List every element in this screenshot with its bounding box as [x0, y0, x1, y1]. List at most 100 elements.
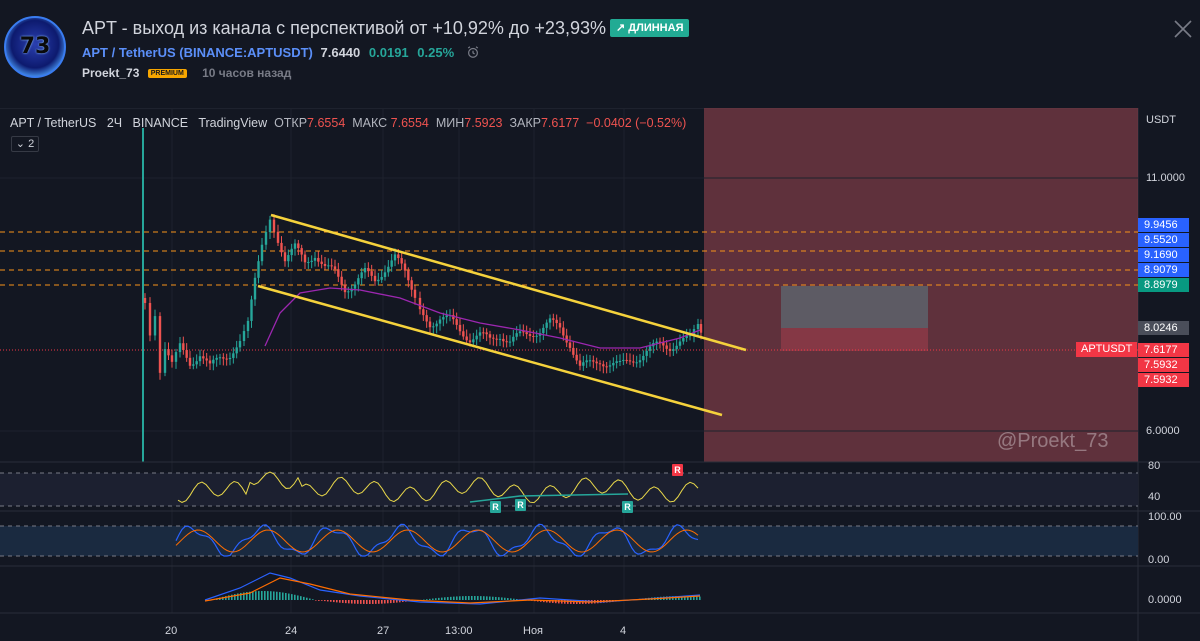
candle-body: [452, 315, 455, 320]
price-label-current: 7.6177: [1138, 343, 1189, 357]
signal-tag-bull[interactable]: R: [622, 501, 633, 513]
author-name[interactable]: Proekt_73: [82, 66, 140, 80]
candle-body: [363, 268, 367, 273]
macd-bar: [360, 600, 362, 604]
macd-bar: [243, 592, 245, 600]
candle-body: [622, 359, 625, 362]
price-label: 8.0246: [1138, 321, 1189, 335]
macd-bar: [450, 596, 452, 600]
candle-body: [575, 354, 578, 361]
macd-bar: [321, 600, 323, 601]
candle-body: [297, 243, 300, 249]
candle-body: [253, 277, 257, 300]
macd-bar: [426, 599, 428, 600]
currency-label[interactable]: USDT: [1146, 114, 1176, 126]
legend-low: 7.5923: [464, 116, 503, 130]
candle-body: [218, 357, 222, 359]
candle-body: [455, 319, 458, 325]
candle-body: [655, 341, 658, 344]
macd-bar: [435, 598, 437, 600]
candle-body: [174, 352, 178, 362]
candle-body: [568, 342, 572, 348]
candle-body: [370, 271, 373, 276]
signal-tag-bull[interactable]: R: [490, 501, 501, 513]
macd-bar: [246, 592, 248, 600]
macd-bar: [459, 596, 461, 600]
symbol-link[interactable]: APT / TetherUS (BINANCE:APTUSDT): [82, 45, 313, 60]
macd-bar: [258, 591, 260, 600]
macd-bar: [474, 596, 476, 600]
candle-body: [167, 349, 170, 356]
macd-bar: [339, 600, 341, 603]
candle-body: [293, 243, 297, 249]
candle-body: [478, 332, 482, 336]
macd-bar: [393, 600, 395, 603]
last-price: 7.6440: [320, 45, 361, 60]
candle-body: [602, 364, 605, 367]
candle-body: [228, 357, 232, 360]
alarm-clock-icon[interactable]: [466, 45, 480, 59]
macd-bar: [507, 598, 509, 600]
macd-bar: [564, 600, 566, 604]
candle-body: [502, 338, 505, 342]
candle-body: [542, 327, 545, 334]
candle-body: [397, 254, 400, 259]
candle-body: [170, 355, 174, 362]
signal-tag-bull[interactable]: R: [515, 499, 526, 511]
candle-body: [323, 263, 327, 266]
macd-bar: [270, 591, 272, 600]
price-label: 9.1690: [1138, 248, 1189, 262]
macd-bar: [498, 597, 500, 600]
candle-body: [508, 341, 512, 343]
macd-bar: [357, 600, 359, 604]
legend-source: TradingView: [198, 116, 268, 130]
candle-body: [572, 347, 575, 355]
indicators-collapse-button[interactable]: ⌄ 2: [11, 136, 39, 152]
author-avatar[interactable]: 73: [4, 16, 66, 78]
candle-body: [383, 272, 387, 277]
author-line: Proekt_73 PREMIUM 10 часов назад: [82, 66, 291, 80]
candle-body: [413, 289, 417, 298]
candle-body: [182, 343, 185, 350]
rsi-line: [177, 471, 699, 504]
close-icon[interactable]: [1172, 18, 1194, 40]
signal-tag-bear[interactable]: R: [672, 464, 683, 476]
candle-body: [222, 357, 225, 359]
price-chart-canvas[interactable]: [0, 108, 1200, 641]
candle-body: [442, 317, 445, 320]
x-tick: 4: [620, 625, 627, 637]
macd-bar: [276, 591, 278, 600]
legend-pair[interactable]: APT / TetherUS: [10, 116, 97, 130]
macd-bar: [510, 598, 512, 600]
candle-body: [668, 348, 672, 351]
candle-body: [672, 349, 675, 351]
candle-body: [373, 275, 377, 282]
candle-body: [465, 336, 468, 341]
macd-bar: [546, 600, 548, 603]
candle-body: [628, 360, 632, 362]
candle-body: [238, 341, 242, 348]
legend-high-label: МАКС: [352, 116, 388, 130]
macd-bar: [429, 598, 431, 600]
legend-high: 7.6554: [390, 116, 429, 130]
candle-body: [225, 358, 228, 360]
chart-area[interactable]: APT / TetherUS 2Ч BINANCE TradingView ОТ…: [0, 108, 1200, 641]
candle-body: [492, 337, 495, 339]
macd-bar: [492, 596, 494, 600]
macd-bar: [294, 594, 296, 600]
candle-body: [618, 361, 622, 363]
macd-bar: [501, 597, 503, 600]
candle-body: [333, 266, 337, 270]
candle-body: [418, 297, 422, 310]
candle-body: [283, 252, 287, 262]
macd-bar: [279, 592, 281, 600]
candle-body: [143, 298, 147, 303]
candle-body: [407, 270, 410, 281]
candle-body: [317, 257, 320, 262]
candle-body: [548, 318, 552, 323]
macd-bar: [234, 594, 236, 600]
candle-body: [202, 356, 205, 359]
channel-lower-line: [257, 284, 723, 417]
price-label: 9.9456: [1138, 218, 1189, 232]
candle-body: [518, 331, 522, 334]
